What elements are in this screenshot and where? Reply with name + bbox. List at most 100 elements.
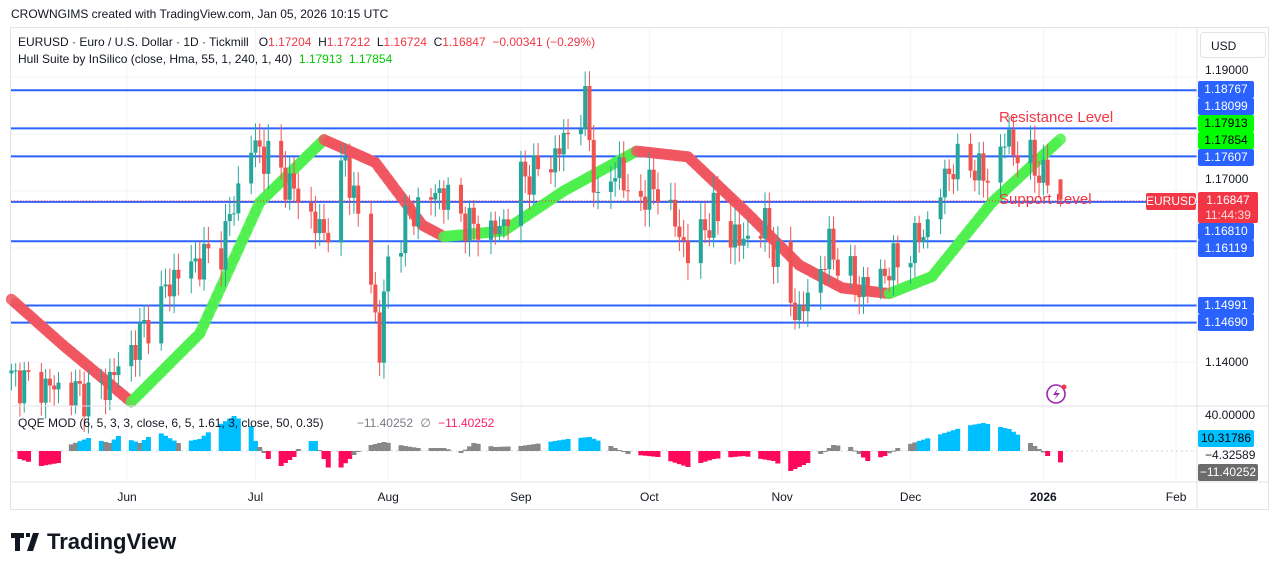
candle-body	[497, 226, 502, 235]
time-axis-label: Aug	[377, 490, 399, 504]
countdown: 11:44:39	[1205, 208, 1251, 222]
qqe-bar	[801, 451, 807, 465]
candle	[377, 300, 382, 376]
candle-body	[668, 199, 673, 203]
candle-body	[737, 224, 742, 246]
candle-body	[377, 312, 382, 363]
candle-body	[369, 213, 374, 285]
qqe-bar	[835, 445, 841, 451]
candle	[758, 219, 763, 248]
qqe-bar	[895, 448, 901, 451]
candle-body	[172, 269, 177, 297]
candle-body	[291, 173, 296, 189]
hull-name[interactable]: Hull Suite by InSilico (close, Hma, 55, …	[18, 52, 293, 66]
lightning-icon[interactable]	[1046, 384, 1067, 404]
candle-body	[805, 292, 810, 312]
qqe-bar	[788, 451, 794, 471]
candle-body	[43, 378, 48, 403]
candle	[548, 156, 553, 184]
qqe-bar	[295, 449, 301, 451]
close-label: C	[433, 35, 443, 49]
qqe-bar	[197, 439, 203, 451]
qqe-bar	[578, 437, 584, 451]
candle-body	[471, 207, 476, 224]
candle-body	[103, 381, 108, 401]
candle	[17, 362, 22, 417]
resistance-annotation[interactable]: Resistance Level	[999, 109, 1114, 126]
candle	[643, 180, 648, 227]
candle-body	[591, 140, 596, 193]
qqe-bar	[428, 448, 434, 451]
candle	[1028, 125, 1033, 180]
qqe-name[interactable]: QQE MOD (6, 5, 3, 3, close, 6, 5, 1.61, …	[18, 416, 324, 430]
candle	[703, 202, 708, 243]
candle	[476, 215, 481, 257]
qqe-bar	[955, 428, 961, 451]
qqe-bar	[946, 431, 952, 451]
qqe-gray-label: −11.40252	[1198, 464, 1258, 481]
qqe-bar	[878, 451, 884, 458]
candle-body	[771, 242, 776, 267]
qqe-bar	[745, 451, 751, 457]
candle	[835, 247, 840, 284]
qqe-bar	[672, 451, 678, 463]
symbol-name[interactable]: EURUSD · Euro / U.S. Dollar · 1D · Tickm…	[18, 35, 249, 49]
qqe-bar	[287, 451, 293, 460]
qqe-bar	[638, 451, 644, 456]
candle	[621, 141, 626, 198]
candle	[715, 175, 720, 235]
candle	[351, 171, 356, 214]
qqe-bar	[818, 451, 824, 454]
time-axis-label: Dec	[899, 490, 922, 504]
candle-body	[557, 148, 562, 155]
candle	[587, 71, 592, 152]
candle	[172, 253, 177, 314]
candle	[116, 352, 121, 388]
qqe-bar	[488, 446, 494, 451]
candle	[291, 157, 296, 203]
candle-body	[835, 259, 840, 276]
candle	[536, 142, 541, 177]
candle-body	[86, 382, 91, 417]
qqe-bar	[51, 451, 57, 464]
candle-body	[955, 143, 960, 180]
qqe-bar	[342, 451, 348, 464]
qqe-bar	[1002, 428, 1008, 451]
candle	[557, 135, 562, 172]
qqe-bar	[218, 423, 224, 451]
candle-body	[942, 168, 947, 198]
candle-body	[386, 256, 391, 292]
candle-body	[895, 243, 900, 268]
support-annotation[interactable]: Support Level	[999, 191, 1092, 208]
candle	[1007, 116, 1012, 155]
candle-body	[775, 241, 780, 267]
qqe-bar	[741, 451, 747, 456]
qqe-bar	[972, 424, 978, 451]
candle	[578, 114, 583, 146]
tradingview-logo[interactable]: TradingView	[11, 529, 176, 555]
candle-body	[206, 243, 211, 249]
candle	[698, 202, 703, 279]
hull-value-1: 1.17913	[298, 52, 343, 66]
candle-body	[326, 232, 331, 243]
candle-body	[882, 268, 887, 277]
candle-body	[728, 221, 733, 248]
candle	[197, 241, 202, 287]
hull-value-2: 1.17854	[348, 52, 393, 66]
candle	[296, 172, 301, 220]
candle	[356, 172, 361, 227]
qqe-bar	[21, 451, 27, 461]
qqe-bar	[1006, 429, 1012, 451]
candle-body	[536, 155, 541, 170]
candle-body	[112, 371, 117, 376]
candle-body	[767, 208, 772, 243]
qqe-bar	[561, 439, 567, 451]
qqe-bar	[73, 442, 79, 451]
candle-body	[56, 382, 61, 390]
candle	[227, 196, 232, 237]
currency-selector[interactable]: USD	[1200, 32, 1266, 58]
candle-body	[343, 157, 348, 161]
candle-body	[176, 269, 181, 279]
qqe-bar	[257, 447, 263, 451]
